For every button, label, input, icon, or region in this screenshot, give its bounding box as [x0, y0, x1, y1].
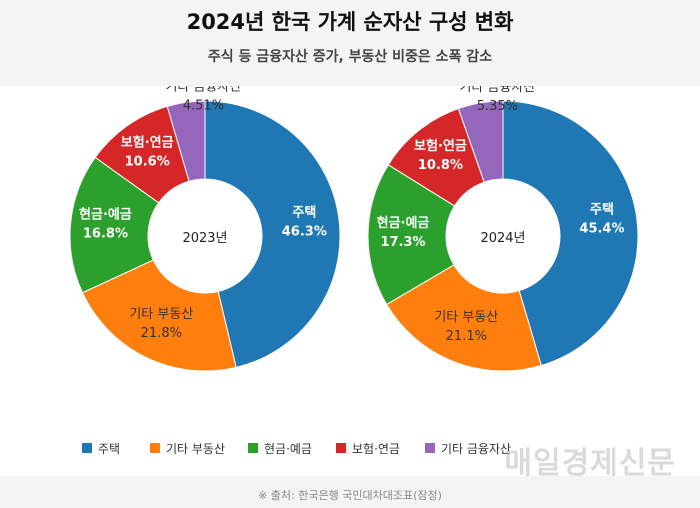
page-subtitle: 주식 등 금융자산 증가, 부동산 비중은 소폭 감소 [207, 49, 493, 65]
legend-label: 보험·연금 [352, 442, 400, 456]
slice-1-1 [385, 264, 542, 372]
slice-0-0 [204, 100, 341, 368]
slice-1-0 [502, 100, 639, 367]
category-label: 기타 부동산 [129, 307, 193, 322]
value-label: 10.8% [418, 158, 463, 173]
header: 2024년 한국 가계 순자산 구성 변화 주식 등 금융자산 증가, 부동산 … [0, 0, 700, 86]
legend-label: 기타 금융자산 [441, 442, 511, 456]
category-label: 현금·예금 [377, 215, 430, 231]
value-label: 5.35% [477, 99, 518, 114]
legend-label: 현금·예금 [264, 442, 312, 456]
slice-0-4 [166, 100, 206, 182]
legend-label: 기타 부동산 [166, 442, 225, 456]
legend-swatch [425, 443, 435, 453]
page-title: 2024년 한국 가계 순자산 구성 변화 [186, 10, 514, 34]
category-label: 기타 부동산 [434, 310, 498, 325]
slice-1-2 [367, 164, 456, 306]
legend-swatch [150, 443, 160, 453]
legend-label: 주택 [98, 442, 120, 456]
value-label: 16.8% [83, 227, 128, 242]
legend-swatch [82, 443, 92, 453]
source-note: ※ 출처: 한국은행 국민대차대조표(잠정) [258, 489, 442, 502]
value-label: 21.8% [141, 326, 182, 341]
center-label: 2024년 [480, 231, 525, 246]
value-label: 17.3% [380, 235, 425, 250]
center-label: 2023년 [182, 231, 227, 246]
category-label: 보험·연금 [414, 138, 467, 154]
value-label: 10.6% [125, 154, 170, 169]
slice-1-4 [457, 100, 504, 183]
category-label: 현금·예금 [79, 207, 132, 223]
donut-charts: 주택 46.3% 기타 부동산 21.8% 현금·예금 16.8% 보험·연금 10.6% 기타… [69, 86, 639, 456]
value-label: 4.51% [183, 99, 224, 114]
category-label: 주택 [590, 202, 614, 218]
category-label: 기타 금융자산 [165, 86, 241, 95]
slice-0-2 [69, 156, 160, 294]
category-label: 보험·연금 [121, 134, 174, 150]
legend-swatch [248, 443, 258, 453]
value-label: 46.3% [282, 224, 327, 239]
slice-0-1 [81, 259, 237, 372]
legend-swatch [336, 443, 346, 453]
value-label: 45.4% [579, 222, 624, 237]
category-label: 주택 [292, 204, 316, 220]
category-label: 기타 금융자산 [459, 86, 535, 95]
value-label: 21.1% [446, 329, 487, 344]
chart-panel: 주택 46.3% 기타 부동산 21.8% 현금·예금 16.8% 보험·연금 10.6% 기타… [0, 86, 700, 476]
